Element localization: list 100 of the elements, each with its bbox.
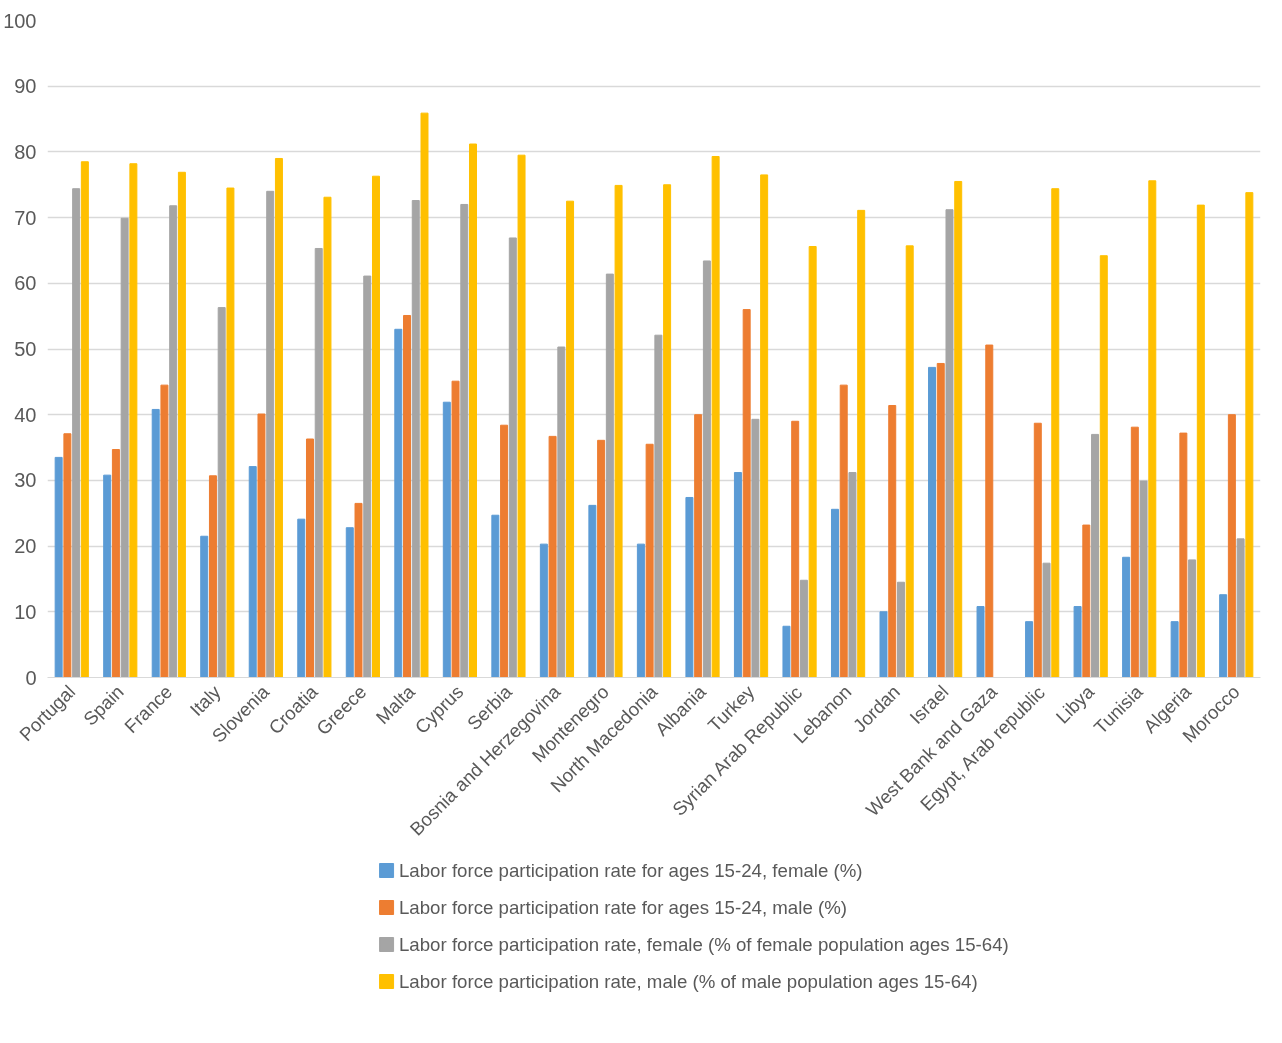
bar — [1219, 594, 1228, 678]
bar — [363, 275, 372, 678]
y-tick-label: 50 — [14, 338, 37, 360]
bar — [200, 535, 209, 678]
bar — [248, 466, 257, 678]
bar — [177, 171, 186, 678]
bar — [1091, 433, 1100, 678]
bar — [1051, 188, 1060, 678]
bar — [685, 496, 694, 678]
bar — [217, 307, 226, 678]
bar — [266, 190, 275, 678]
bar — [1196, 204, 1205, 678]
bar — [1227, 414, 1236, 678]
bar — [782, 625, 791, 678]
bar — [1025, 621, 1034, 678]
bar — [905, 245, 914, 678]
bar — [1073, 606, 1082, 678]
bar — [711, 156, 720, 678]
bar — [103, 474, 112, 678]
bar — [1099, 255, 1108, 678]
bar — [945, 209, 954, 678]
bar — [517, 154, 526, 678]
bar — [1122, 556, 1131, 678]
bar — [451, 380, 460, 678]
bar — [799, 579, 808, 678]
bar — [539, 543, 548, 678]
bar — [1188, 559, 1197, 678]
bar — [614, 184, 623, 678]
bar — [151, 408, 160, 678]
bar — [588, 504, 597, 678]
bar — [760, 174, 769, 678]
bar — [636, 543, 645, 678]
bar — [645, 443, 654, 678]
bar — [1148, 180, 1157, 678]
bar — [1236, 538, 1245, 678]
bar — [694, 414, 703, 678]
bar — [605, 273, 614, 678]
legend-label: Labor force participation rate for ages 15-24, female (%) — [398, 860, 863, 881]
bar — [954, 180, 963, 678]
bar — [1170, 621, 1179, 678]
y-tick-label: 40 — [14, 403, 37, 426]
bar — [654, 334, 663, 678]
bar — [411, 200, 420, 678]
bar — [857, 209, 866, 678]
y-tick-label: 70 — [14, 206, 37, 229]
bar — [879, 611, 888, 678]
y-tick-label: 100 — [3, 9, 37, 32]
bar — [169, 205, 178, 678]
bar — [208, 475, 217, 678]
bar — [928, 366, 937, 678]
bar — [896, 581, 905, 678]
bar — [1082, 524, 1091, 678]
bar — [888, 405, 897, 678]
bar — [257, 413, 266, 678]
bar — [702, 260, 711, 678]
bar — [469, 143, 478, 678]
legend-label: Labor force participation rate for ages 15-24, male (%) — [398, 897, 847, 918]
bar — [160, 384, 169, 678]
bar — [936, 362, 945, 678]
y-tick-label: 20 — [14, 535, 37, 558]
bar — [306, 438, 314, 678]
bar — [1130, 426, 1139, 678]
bar — [1139, 480, 1148, 678]
bar — [557, 346, 566, 678]
bar — [1042, 562, 1051, 678]
bar — [371, 175, 380, 678]
bar — [80, 161, 89, 678]
bar — [111, 449, 120, 678]
legend-label: Labor force participation rate, female (% of female population ages 15-64) — [398, 934, 1009, 955]
bar — [54, 456, 63, 678]
bar — [72, 188, 81, 678]
bar — [314, 247, 323, 678]
bar — [548, 435, 557, 678]
bar — [733, 472, 742, 678]
bar — [839, 384, 848, 678]
y-tick-label: 80 — [14, 140, 37, 163]
bar — [508, 237, 517, 678]
bar — [403, 314, 412, 678]
bar — [1245, 192, 1254, 678]
bar — [848, 472, 857, 678]
bar — [751, 418, 760, 678]
bar — [274, 157, 283, 678]
bar — [1033, 422, 1042, 678]
bar — [120, 217, 129, 678]
bar — [663, 184, 672, 678]
bar — [420, 112, 429, 678]
bar — [323, 196, 332, 678]
bar — [742, 309, 751, 678]
y-tick-label: 0 — [25, 666, 37, 689]
bar — [566, 200, 575, 678]
bar — [985, 344, 994, 678]
bar — [830, 508, 839, 678]
bar — [394, 328, 403, 678]
bar — [345, 527, 354, 678]
bar — [791, 420, 800, 678]
y-tick-label: 60 — [14, 272, 37, 295]
bar — [354, 502, 363, 678]
bar — [63, 433, 72, 678]
bar — [1179, 432, 1188, 678]
bar — [460, 203, 469, 678]
